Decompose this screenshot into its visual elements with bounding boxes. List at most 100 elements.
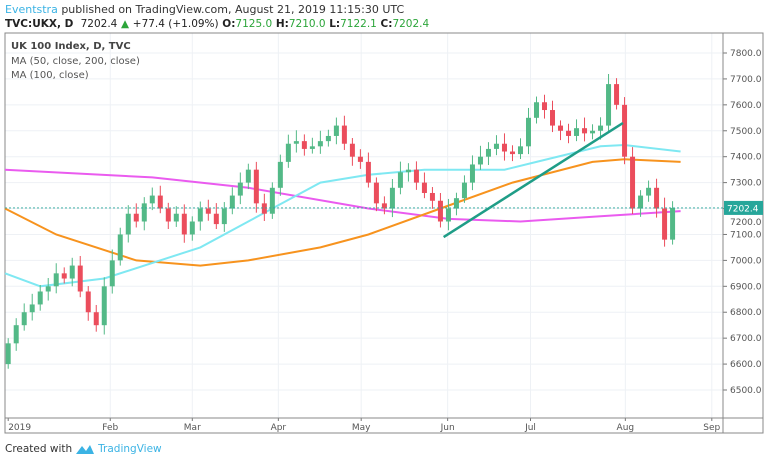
- candle: [21, 303, 27, 331]
- candle-body: [301, 141, 307, 149]
- candle-body: [317, 141, 323, 147]
- x-tick-label-mar: Mar: [184, 423, 201, 433]
- candle-body: [21, 312, 27, 326]
- candle-body: [101, 286, 107, 326]
- candle: [630, 147, 636, 214]
- candle-body: [261, 203, 267, 214]
- candle-body: [229, 195, 235, 209]
- candle-body: [309, 146, 315, 149]
- candle-body: [37, 291, 43, 305]
- candle: [365, 152, 371, 188]
- last-price-label: 7202.4: [727, 204, 759, 214]
- candle-body: [341, 125, 347, 144]
- candle-body: [590, 130, 596, 134]
- candle: [453, 192, 459, 216]
- candle-body: [253, 169, 259, 204]
- candle-body: [630, 156, 636, 209]
- candle: [133, 203, 139, 228]
- candle: [429, 187, 435, 209]
- legend-ma-50-200: MA (50, close, 200, close): [11, 56, 140, 67]
- candle-body: [429, 192, 435, 201]
- candle-body: [53, 273, 59, 287]
- legend-title: UK 100 Index, D, TVC: [11, 41, 131, 52]
- candle-body: [349, 143, 355, 157]
- candle: [181, 204, 187, 243]
- x-tick-label-jul: Jul: [524, 423, 536, 433]
- candle: [77, 255, 83, 298]
- candle: [469, 155, 475, 191]
- y-tick-label: 6900.0: [730, 282, 762, 292]
- candle: [61, 267, 67, 284]
- candle-body: [277, 161, 283, 188]
- high-label: H:: [275, 18, 289, 30]
- close-value: 7202.4: [392, 18, 430, 30]
- candle-body: [205, 208, 211, 214]
- candle-body: [542, 102, 548, 111]
- candle-body: [533, 102, 539, 118]
- close-label: C:: [380, 18, 393, 30]
- candle-body: [469, 164, 475, 183]
- candle-body: [622, 104, 628, 157]
- y-tick-label: 6500.0: [730, 386, 762, 396]
- candle: [373, 177, 379, 212]
- candle-body: [574, 128, 580, 136]
- publish-info: Eventstra published on TradingView.com, …: [5, 3, 404, 16]
- candle-body: [550, 110, 556, 126]
- candle: [566, 123, 572, 144]
- candle: [333, 117, 339, 145]
- candle: [509, 145, 515, 162]
- candle: [101, 277, 107, 335]
- candle: [413, 161, 419, 190]
- candle: [349, 138, 355, 166]
- legend-ma-100: MA (100, close): [11, 70, 89, 81]
- candle-body: [293, 141, 299, 144]
- candle-body: [445, 208, 451, 222]
- y-tick-label: 6800.0: [730, 308, 762, 318]
- candle: [29, 293, 35, 321]
- candle-body: [405, 169, 411, 173]
- candle: [397, 161, 403, 195]
- candle: [477, 145, 483, 170]
- candle-body: [181, 213, 187, 235]
- candle: [165, 202, 171, 230]
- candle: [197, 201, 203, 231]
- tradingview-logo-icon: [76, 445, 95, 454]
- candle: [670, 201, 676, 245]
- tradingview-link[interactable]: TradingView: [98, 443, 162, 455]
- candle: [261, 193, 267, 221]
- candle: [501, 133, 507, 161]
- trend-line: [442, 121, 624, 239]
- candle: [205, 199, 211, 221]
- candle-body: [141, 203, 147, 222]
- candle: [638, 190, 644, 217]
- candle: [221, 202, 227, 232]
- candle-body: [269, 187, 275, 214]
- candle: [654, 178, 660, 218]
- candle: [309, 137, 315, 154]
- y-tick-label: 7000.0: [730, 256, 762, 266]
- candle-body: [245, 169, 251, 183]
- low-value: 7122.1: [340, 18, 377, 30]
- author-link[interactable]: Eventstra: [5, 3, 58, 16]
- candle-body: [29, 304, 35, 313]
- candle: [237, 172, 243, 205]
- candle-body: [582, 128, 588, 134]
- candle-body: [61, 273, 67, 279]
- candle: [517, 138, 523, 160]
- candle-body: [413, 169, 419, 183]
- candle-body: [5, 343, 11, 365]
- candle-body: [45, 286, 51, 292]
- y-tick-label: 7400.0: [730, 153, 762, 163]
- candle: [37, 285, 43, 311]
- candle-body: [389, 187, 395, 209]
- x-tick-label-2019: 2019: [8, 423, 31, 433]
- candle: [574, 119, 580, 142]
- candle: [157, 185, 163, 214]
- candle-body: [69, 265, 75, 279]
- candle-body: [614, 84, 620, 105]
- last-price-badge: [724, 200, 763, 215]
- candle: [117, 227, 123, 266]
- candle-body: [670, 207, 676, 240]
- candle-body: [606, 84, 612, 126]
